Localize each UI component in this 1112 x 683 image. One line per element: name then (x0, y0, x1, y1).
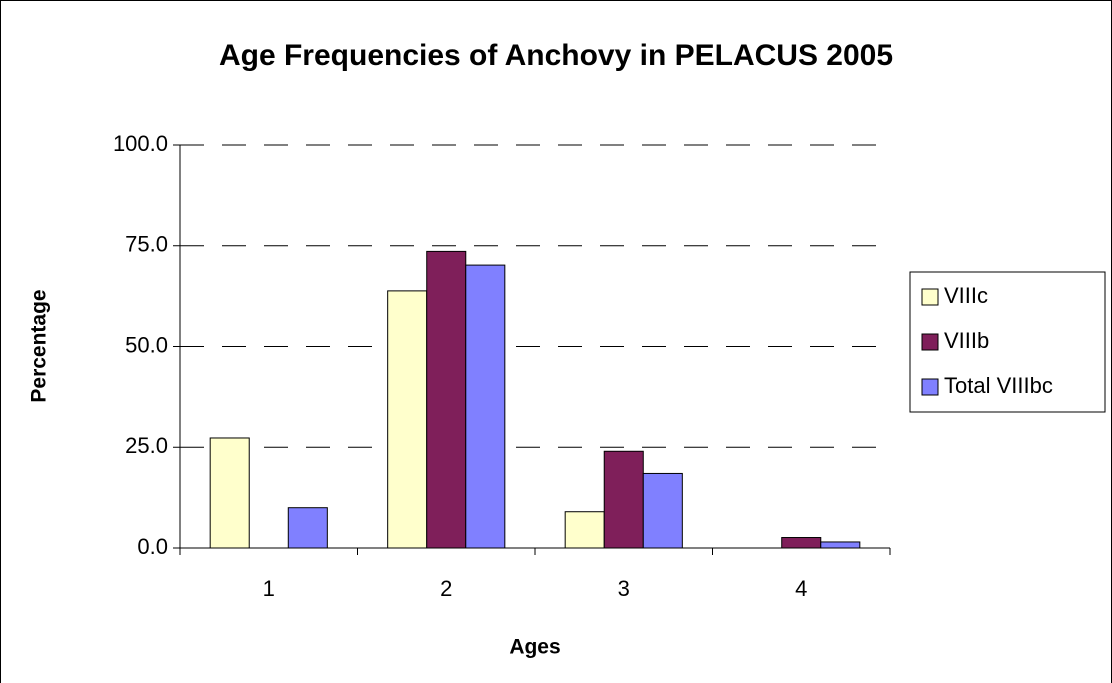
x-tick-label: 4 (795, 576, 807, 601)
legend-swatch (921, 333, 939, 351)
bar (387, 290, 428, 549)
bar (465, 264, 506, 549)
x-tick-label: 3 (618, 576, 630, 601)
legend-swatch (921, 288, 939, 306)
legend-swatch (921, 378, 939, 396)
chart-title: Age Frequencies of Anchovy in PELACUS 20… (219, 39, 893, 72)
y-tick-label: 75.0 (125, 232, 168, 257)
y-tick-label: 100.0 (113, 131, 168, 156)
x-axis-label: Ages (509, 636, 560, 659)
legend-label: Total VIIIbc (944, 373, 1053, 398)
y-tick-label: 50.0 (125, 332, 168, 357)
bar (287, 507, 328, 549)
bar (209, 437, 250, 549)
x-tick-label: 2 (440, 576, 452, 601)
bar (603, 450, 644, 549)
bar (781, 537, 822, 549)
bar (564, 511, 605, 549)
y-axis-label: Percentage (28, 289, 51, 402)
legend (909, 271, 1106, 413)
x-tick-label: 1 (263, 576, 275, 601)
legend-label: VIIIc (944, 283, 988, 308)
y-tick-label: 0.0 (137, 534, 168, 559)
bar (820, 541, 861, 549)
bar (426, 250, 467, 549)
legend-label: VIIIb (944, 328, 989, 353)
bar (642, 472, 683, 549)
y-tick-label: 25.0 (125, 433, 168, 458)
